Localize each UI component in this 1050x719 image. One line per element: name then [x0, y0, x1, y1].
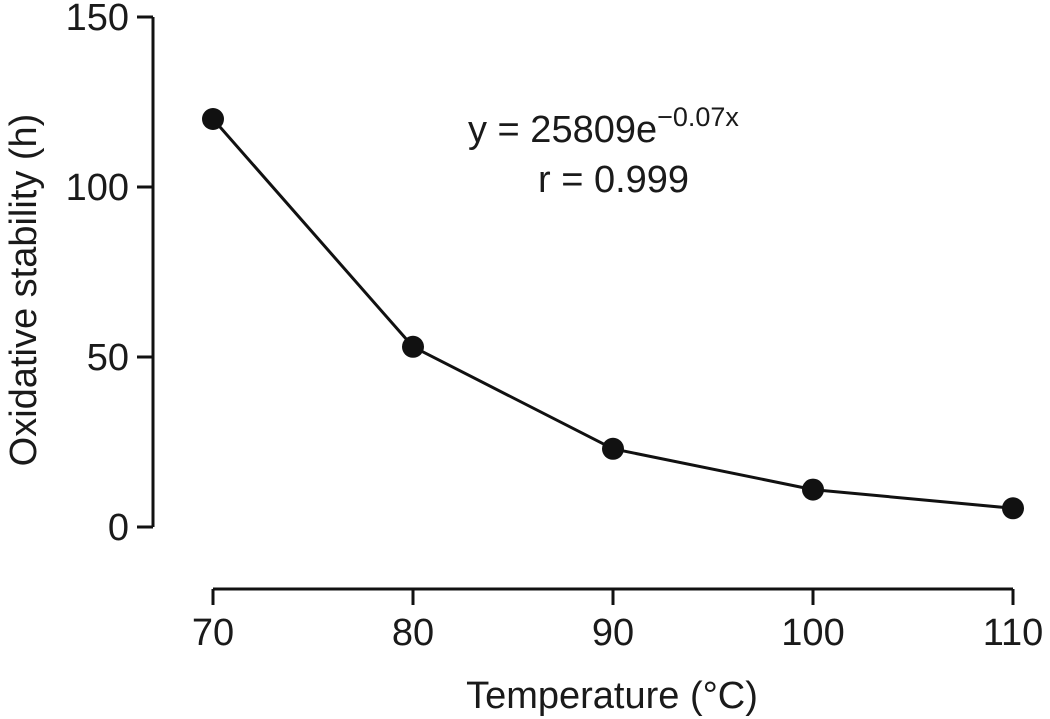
y-axis-title: Oxidative stability (h) [3, 114, 45, 467]
x-tick-label: 70 [192, 612, 234, 654]
data-point [202, 108, 224, 130]
x-axis: 70 80 90 100 110 [192, 587, 1044, 654]
y-tick-label: 150 [66, 0, 129, 39]
equation-annotation: y = 25809e−0.07x [468, 102, 739, 151]
y-axis: 0 50 100 150 [66, 0, 155, 549]
x-tick-label: 90 [592, 612, 634, 654]
data-point [802, 478, 824, 501]
data-point [1002, 497, 1024, 520]
data-point [602, 437, 624, 460]
y-tick-label: 50 [87, 337, 129, 379]
correlation-annotation: r = 0.999 [538, 159, 689, 201]
y-tick-label: 0 [108, 507, 129, 549]
equation-base: y = 25809e [468, 109, 657, 151]
x-tick-label: 100 [781, 612, 844, 654]
equation-exponent: −0.07x [657, 102, 739, 132]
y-tick-label: 100 [66, 167, 129, 209]
x-tick-label: 110 [983, 612, 1044, 654]
x-tick-label: 80 [392, 612, 434, 654]
data-point [402, 335, 424, 358]
series [202, 108, 1024, 520]
x-axis-title: Temperature (°C) [466, 675, 758, 717]
